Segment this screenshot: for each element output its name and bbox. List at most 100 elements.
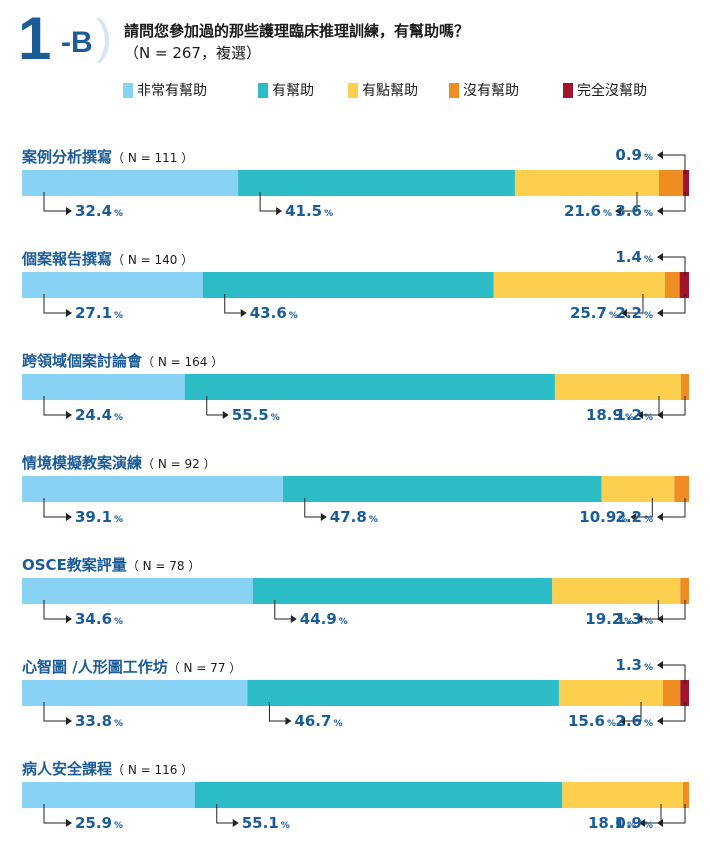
category-label: 病人安全課程（ N = 116 ） <box>22 760 193 778</box>
bar-segment-somewhat-helpful <box>552 578 681 604</box>
sample-size-label: （ N = 77 ） <box>168 661 242 675</box>
callout-arrowhead <box>240 309 247 317</box>
value-label: 0.9% <box>615 146 653 164</box>
callout-arrowhead <box>66 615 72 623</box>
value-label: 3.6% <box>615 202 653 220</box>
callout-arrowhead <box>657 253 663 261</box>
category-label: 跨領域個案討論會（ N = 164 ） <box>22 352 223 370</box>
bar-segment-helpful <box>202 272 494 298</box>
callout-line <box>206 396 223 416</box>
callout-arrowhead <box>276 207 283 215</box>
legend-label: 沒有幫助 <box>463 83 519 99</box>
sample-size-label: （ N = 140 ） <box>112 253 193 267</box>
callout-arrowhead <box>66 411 72 419</box>
callout-arrowhead <box>222 411 229 419</box>
bar-segment-helpful <box>184 374 555 400</box>
figure-code-suffix: -B <box>61 26 93 59</box>
bar-segment-helpful <box>238 170 515 196</box>
decorative-bracket-icon: ) <box>96 11 112 64</box>
legend-swatch <box>258 82 268 98</box>
callout-arrowhead <box>657 309 663 317</box>
sample-size-label: （ N = 164 ） <box>142 355 223 369</box>
callout-line <box>663 664 686 684</box>
bar-segment-helpful <box>194 782 563 808</box>
bar-segment-very-helpful <box>22 170 239 196</box>
callout-arrowhead <box>636 411 643 419</box>
callout-line <box>636 498 653 518</box>
callout-line <box>43 396 66 416</box>
callout-arrowhead <box>614 207 621 215</box>
callout-arrowhead <box>320 513 327 521</box>
bar-segment-very-helpful <box>22 782 195 808</box>
bar-segment-very-helpful <box>22 374 185 400</box>
callout-line <box>663 396 686 416</box>
callout-line <box>43 600 66 620</box>
callout-arrowhead <box>657 513 663 521</box>
category-label: 情境模擬教案演練（ N = 92 ） <box>22 454 216 472</box>
callout-arrowhead <box>232 819 239 827</box>
bar-segment-not-helpful <box>662 680 681 706</box>
value-label: 27.1% <box>75 304 123 322</box>
value-label: 1.3% <box>615 610 653 628</box>
value-label: 18.9% <box>586 406 634 424</box>
callout-line <box>268 702 286 722</box>
callout-line <box>43 192 66 212</box>
value-label: 10.9% <box>579 508 627 526</box>
value-label: 55.1% <box>242 814 290 832</box>
sample-size-label: （ N = 92 ） <box>142 457 216 471</box>
legend-label: 完全沒幫助 <box>577 83 647 99</box>
value-label: 0.9% <box>615 814 653 832</box>
callout-line <box>216 804 233 824</box>
callout-line <box>43 804 66 824</box>
legend-item-helpful: 有幫助 <box>258 80 314 100</box>
value-label: 47.8% <box>330 508 378 526</box>
category-label: 個案報告撰寫（ N = 140 ） <box>21 250 193 268</box>
callout-arrowhead <box>630 513 637 521</box>
callout-arrowhead <box>638 819 645 827</box>
bar-segment-somewhat-helpful <box>558 680 663 706</box>
bar-segment-not-helpful <box>680 374 689 400</box>
legend-swatch <box>123 82 133 98</box>
figure-code-number: 1 <box>18 5 51 72</box>
callout-line <box>663 192 686 212</box>
bar-segment-helpful <box>282 476 602 502</box>
bar-segment-not-helpful <box>674 476 689 502</box>
callout-line <box>224 294 241 314</box>
value-label: 33.8% <box>75 712 123 730</box>
bar-segment-not-at-all-helpful <box>679 272 689 298</box>
category-label: 心智圖 /人形圖工作坊（ N = 77 ） <box>22 658 241 676</box>
bar-segment-somewhat-helpful <box>562 782 683 808</box>
callout-line <box>620 192 638 212</box>
value-label: 43.6% <box>250 304 298 322</box>
bar-segment-somewhat-helpful <box>554 374 681 400</box>
callout-arrowhead <box>657 717 663 725</box>
sample-size-label: （ N = 111 ） <box>112 151 193 165</box>
value-label: 44.9% <box>300 610 348 628</box>
callout-line <box>663 498 686 518</box>
callout-arrowhead <box>66 819 72 827</box>
callout-line <box>624 702 642 722</box>
bar-segment-helpful <box>252 578 553 604</box>
bar-segment-very-helpful <box>22 272 203 298</box>
callout-arrowhead <box>657 819 663 827</box>
sample-size-label: （ N = 78 ） <box>127 559 201 573</box>
callout-line <box>663 702 686 722</box>
callout-line <box>626 294 644 314</box>
callout-line <box>43 498 66 518</box>
legend-label: 有幫助 <box>272 83 314 99</box>
value-label: 2.2% <box>615 304 653 322</box>
chart-header: 1 -B ) 請問您參加過的那些護理臨床推理訓練，有幫助嗎？ （N = 267，… <box>0 0 710 110</box>
callout-arrowhead <box>657 207 663 215</box>
legend-item-very-helpful: 非常有幫助 <box>123 80 207 100</box>
bar-segment-very-helpful <box>22 578 253 604</box>
value-label: 55.5% <box>232 406 280 424</box>
callout-line <box>663 154 686 174</box>
value-label: 1.3% <box>615 656 653 674</box>
bar-segment-somewhat-helpful <box>493 272 665 298</box>
bar-segment-somewhat-helpful <box>514 170 659 196</box>
value-label: 39.1% <box>75 508 123 526</box>
callout-arrowhead <box>66 717 72 725</box>
callout-line <box>663 804 686 824</box>
callout-line <box>663 294 686 314</box>
